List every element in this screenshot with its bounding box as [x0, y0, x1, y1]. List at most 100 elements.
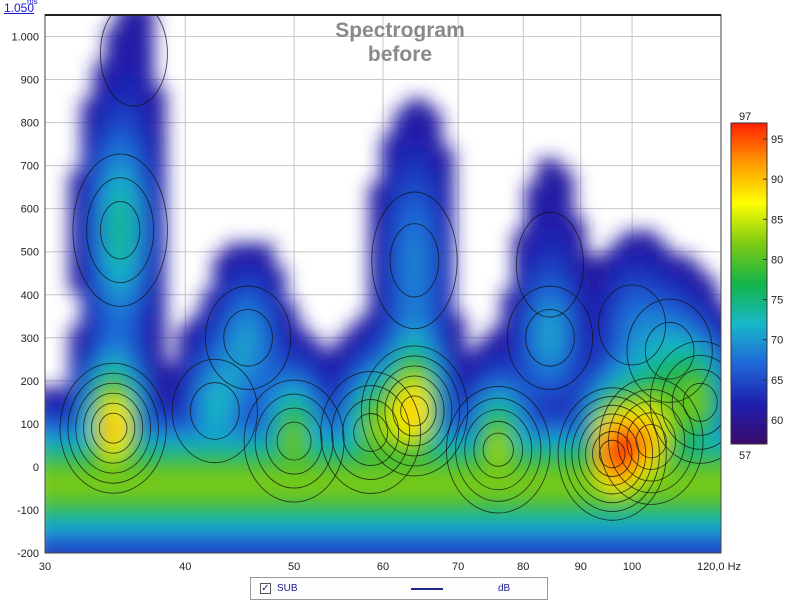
heatmap-cell — [141, 387, 154, 400]
heatmap-cell — [177, 471, 190, 484]
heatmap-cell — [249, 531, 262, 544]
heatmap-cell — [585, 351, 598, 364]
heatmap-cell — [705, 315, 718, 328]
heatmap-cell — [393, 219, 406, 232]
heatmap-cell — [345, 327, 358, 340]
heatmap-cell — [153, 387, 166, 400]
contour-line — [578, 413, 647, 495]
heatmap-cell — [285, 423, 298, 436]
heatmap-cell — [405, 495, 418, 508]
heatmap-cell — [621, 255, 634, 268]
heatmap-cell — [489, 435, 502, 448]
heatmap-cell — [261, 411, 274, 424]
heatmap-cell — [93, 555, 106, 568]
heatmap-cell — [549, 291, 562, 304]
heatmap-cell — [213, 483, 226, 496]
contour-line — [591, 431, 633, 477]
heatmap-cell — [213, 423, 226, 436]
heatmap-cell — [105, 507, 118, 520]
x-tick-label: 80 — [517, 561, 529, 573]
heatmap-cell — [393, 123, 406, 136]
heatmap-cell — [417, 483, 430, 496]
heatmap-cell — [81, 483, 94, 496]
heatmap-cell — [705, 471, 718, 484]
heatmap-cell — [93, 531, 106, 544]
heatmap-cell — [345, 471, 358, 484]
x-tick-label: 120,0 Hz — [697, 561, 741, 573]
heatmap-cell — [501, 495, 514, 508]
heatmap-cell — [165, 531, 178, 544]
heatmap-cell — [45, 387, 46, 400]
heatmap-cell — [153, 243, 166, 256]
contour-line — [99, 15, 168, 107]
heatmap-cell — [225, 411, 238, 424]
heatmap-cell — [309, 363, 322, 376]
heatmap-cell — [405, 531, 418, 544]
heatmap-cell — [501, 387, 514, 400]
heatmap-cell — [309, 519, 322, 532]
heatmap-cell — [117, 327, 130, 340]
heatmap-cell — [393, 135, 406, 148]
color-scale-bar: 97 57 60 65 70 75 80 85 90 95 — [730, 111, 783, 462]
heatmap-cell — [105, 147, 118, 160]
heatmap-cell — [129, 63, 142, 76]
heatmap-cell — [249, 423, 262, 436]
heatmap-cell — [117, 495, 130, 508]
heatmap-cell — [141, 291, 154, 304]
heatmap-cell — [117, 291, 130, 304]
heatmap-cell — [189, 327, 202, 340]
heatmap-cell — [537, 555, 550, 568]
heatmap-cell — [597, 483, 610, 496]
heatmap-cell — [105, 207, 118, 220]
heatmap-cell — [177, 495, 190, 508]
heatmap-cell — [417, 207, 430, 220]
heatmap-cell — [189, 399, 202, 412]
heatmap-cell — [93, 543, 106, 553]
heatmap-cell — [93, 291, 106, 304]
heatmap-cell — [405, 183, 418, 196]
heatmap-cell — [561, 519, 574, 532]
heatmap-cell — [645, 483, 658, 496]
heatmap-cell — [489, 555, 502, 568]
heatmap-cell — [609, 351, 622, 364]
heatmap-cell — [201, 531, 214, 544]
heatmap-cell — [93, 339, 106, 352]
heatmap-cell — [357, 483, 370, 496]
heatmap-cell — [297, 435, 310, 448]
heatmap-cell — [141, 339, 154, 352]
heatmap-cell — [273, 435, 286, 448]
heatmap-cell — [633, 267, 646, 280]
y-axis-tick-labels: -200 -100 0 100 200 300 400 500 600 700 800 900 1.00… — [11, 32, 39, 560]
heatmap-cell — [573, 255, 586, 268]
heatmap-cell — [441, 291, 454, 304]
heatmap-cell — [597, 531, 610, 544]
series-checkbox[interactable]: ✓ — [260, 583, 271, 594]
heatmap-cell — [225, 327, 238, 340]
heatmap-cell — [141, 195, 154, 208]
heatmap-cell — [621, 375, 634, 388]
heatmap-cell — [597, 291, 610, 304]
heatmap-cell — [477, 351, 490, 364]
heatmap-cell — [213, 471, 226, 484]
contour-line — [626, 298, 713, 403]
contour-line — [98, 412, 128, 444]
heatmap-cell — [129, 423, 142, 436]
heatmap-cell — [429, 327, 442, 340]
heatmap-cell — [141, 363, 154, 376]
heatmap-cell — [93, 99, 106, 112]
heatmap-cell — [417, 303, 430, 316]
heatmap-cell — [57, 543, 70, 553]
heatmap-cell — [213, 387, 226, 400]
heatmap-cell — [633, 507, 646, 520]
heatmap-cell — [117, 111, 130, 124]
heatmap-cell — [501, 507, 514, 520]
heatmap-cell — [201, 519, 214, 532]
heatmap-cell — [81, 327, 94, 340]
heatmap-cell — [105, 27, 118, 40]
heatmap-cell — [201, 363, 214, 376]
heatmap-cell — [705, 459, 718, 472]
heatmap-cell — [693, 483, 706, 496]
heatmap-cell — [633, 531, 646, 544]
heatmap-cell — [213, 339, 226, 352]
heatmap-cell — [129, 351, 142, 364]
